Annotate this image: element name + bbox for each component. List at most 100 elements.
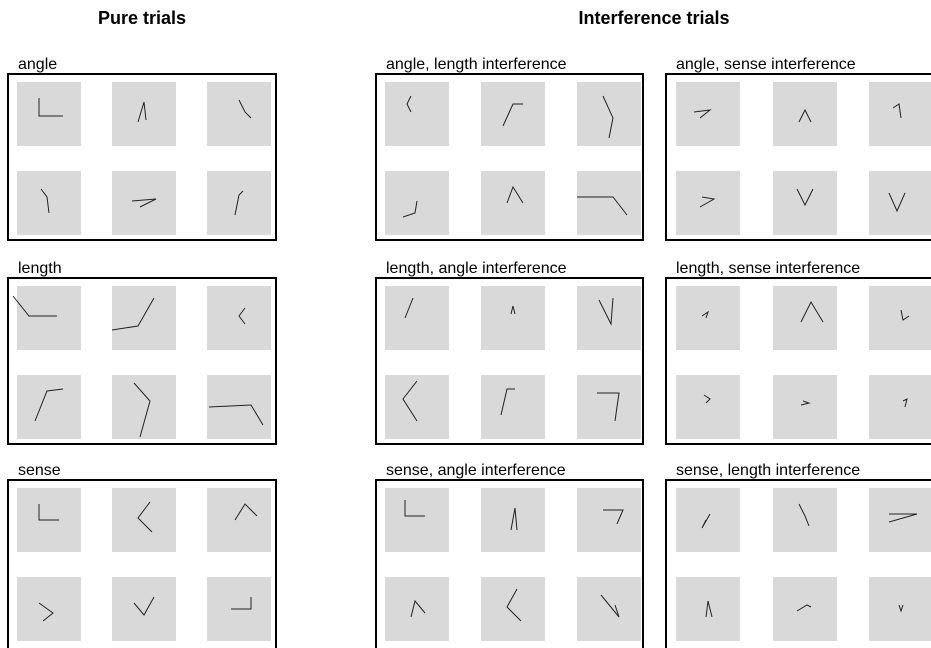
stimulus-square [385, 286, 449, 350]
stimulus-square [676, 286, 740, 350]
stimulus-square [112, 577, 176, 641]
stimulus-line [892, 103, 902, 119]
heading: Pure trials [98, 8, 186, 28]
stimulus-line [40, 188, 50, 214]
stimulus-square [773, 375, 837, 439]
stimulus-line [798, 108, 812, 123]
stimulus-line [111, 297, 155, 331]
stimulus-square [773, 488, 837, 552]
stimulus-line [693, 109, 712, 119]
stimulus-line [888, 192, 906, 213]
stimulus-square [207, 82, 271, 146]
panel-label: sense, length interference [676, 462, 860, 479]
stimulus-line [902, 398, 908, 408]
stimulus-line [577, 196, 628, 216]
panel-label: sense, angle interference [386, 462, 566, 479]
panel-label: length [18, 260, 62, 277]
stimulus-line [705, 600, 713, 618]
stimulus-square [207, 171, 271, 235]
stimulus-line [133, 596, 155, 616]
stimulus-line [234, 190, 244, 216]
panel-box [375, 479, 644, 648]
stimulus-line [38, 504, 59, 521]
stimulus-square [676, 375, 740, 439]
stimulus-line [404, 500, 425, 517]
stimulus-square [385, 577, 449, 641]
stimulus-square [577, 286, 641, 350]
stimulus-square [577, 375, 641, 439]
stimulus-square [385, 82, 449, 146]
stimulus-line [238, 307, 246, 325]
stimulus-line [510, 507, 518, 531]
stimulus-square [773, 82, 837, 146]
stimulus-line [133, 382, 151, 438]
stimulus-line [500, 388, 515, 416]
stimulus-square [577, 488, 641, 552]
stimulus-square [112, 171, 176, 235]
stimulus-square [207, 286, 271, 350]
stimulus-line [506, 588, 522, 622]
stimulus-square [481, 286, 545, 350]
stimulus-line [406, 95, 412, 113]
stimulus-line [502, 103, 523, 127]
stimulus-square [577, 171, 641, 235]
stimulus-square [481, 82, 545, 146]
stimulus-line [800, 400, 811, 406]
stimulus-line [34, 388, 64, 422]
stimulus-square [385, 375, 449, 439]
stimulus-square [869, 375, 931, 439]
stimulus-line [598, 297, 614, 326]
stimulus-square [112, 286, 176, 350]
heading: Interference trials [578, 8, 729, 28]
stimulus-square [112, 375, 176, 439]
stimulus-square [481, 375, 545, 439]
panel-box [375, 277, 644, 445]
stimulus-square [481, 577, 545, 641]
stimulus-square [385, 488, 449, 552]
stimulus-line [506, 185, 524, 204]
stimulus-square [112, 488, 176, 552]
stimulus-square [869, 286, 931, 350]
stimulus-square [577, 577, 641, 641]
stimulus-square [17, 375, 81, 439]
stimulus-line [603, 509, 624, 525]
stimulus-line [137, 101, 147, 123]
panel-label: angle, length interference [386, 56, 567, 73]
stimulus-line [898, 604, 904, 613]
panel-label: angle [18, 56, 57, 73]
stimulus-line [701, 513, 711, 529]
stimulus-line [208, 404, 264, 426]
stimulus-line [597, 392, 620, 422]
stimulus-square [112, 82, 176, 146]
stimulus-square [773, 171, 837, 235]
stimulus-square [17, 82, 81, 146]
stimulus-square [676, 82, 740, 146]
panel-label: length, sense interference [676, 260, 860, 277]
stimulus-line [900, 309, 910, 321]
stimulus-line [410, 599, 426, 618]
stimulus-line [798, 503, 810, 527]
panel-label: length, angle interference [386, 260, 567, 277]
stimulus-square [773, 577, 837, 641]
panel-box [375, 73, 644, 241]
stimulus-square [17, 577, 81, 641]
stimulus-line [12, 295, 57, 317]
stimulus-line [699, 196, 716, 208]
panel-box [665, 73, 931, 241]
stimulus-line [231, 597, 252, 610]
stimulus-line [701, 310, 709, 319]
stimulus-line [796, 604, 812, 612]
stimulus-line [796, 188, 814, 207]
panel-box [665, 479, 931, 648]
panel-box [665, 277, 931, 445]
stimulus-square [676, 577, 740, 641]
panel-label: sense [18, 462, 61, 479]
stimulus-line [600, 594, 620, 618]
stimulus-line [703, 394, 711, 404]
stimulus-square [869, 488, 931, 552]
stimulus-square [17, 286, 81, 350]
stimulus-line [402, 380, 418, 422]
stimulus-line [238, 99, 252, 119]
